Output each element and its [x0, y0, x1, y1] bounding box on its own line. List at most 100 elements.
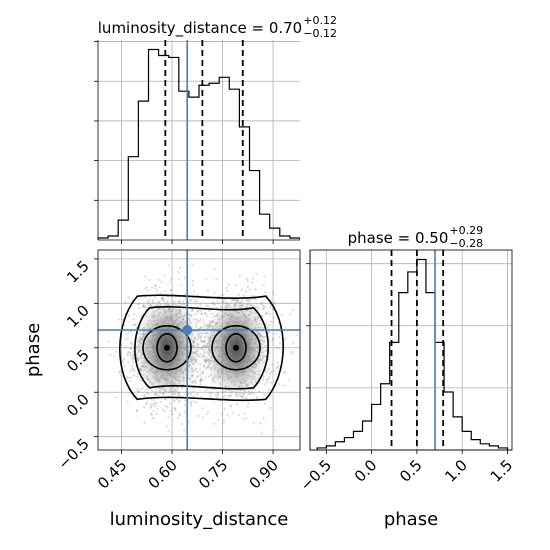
scatter-point: [139, 369, 142, 372]
scatter-point: [154, 405, 157, 408]
x-axis-label: luminosity_distance: [110, 509, 289, 530]
scatter-point: [191, 279, 194, 283]
scatter-point: [159, 400, 163, 403]
scatter-point: [208, 349, 211, 352]
scatter-point: [211, 380, 214, 383]
scatter-point: [192, 340, 195, 343]
scatter-point: [126, 337, 129, 340]
scatter-point: [132, 345, 135, 348]
scatter-point: [243, 412, 246, 415]
scatter-point: [144, 403, 147, 406]
scatter-point: [146, 391, 149, 394]
scatter-point: [260, 432, 263, 435]
scatter-point: [208, 326, 211, 329]
scatter-point: [187, 313, 190, 316]
scatter-point: [167, 391, 171, 394]
scatter-point: [191, 375, 194, 378]
scatter-point: [175, 390, 178, 393]
scatter-point: [194, 351, 197, 354]
title-param: phase: [348, 229, 393, 247]
scatter-point: [262, 307, 265, 310]
scatter-point: [277, 365, 280, 368]
scatter-point: [268, 372, 272, 375]
scatter-point: [205, 345, 208, 348]
scatter-point: [204, 324, 207, 328]
scatter-point: [189, 402, 192, 406]
scatter-point: [199, 317, 202, 320]
contours: [119, 294, 285, 402]
scatter-point: [144, 306, 147, 309]
scatter-point: [147, 378, 150, 381]
scatter-point: [146, 376, 149, 379]
scatter-point: [257, 377, 260, 380]
scatter-point: [107, 340, 110, 343]
scatter-point: [199, 378, 202, 381]
scatter-point: [195, 358, 198, 361]
scatter-point: [208, 358, 211, 361]
scatter-point: [151, 301, 154, 304]
scatter-point: [272, 316, 275, 319]
scatter-point: [156, 457, 158, 459]
scatter-point: [205, 304, 208, 307]
scatter-point: [267, 376, 270, 379]
scatter-point: [253, 295, 256, 298]
scatter-point: [157, 301, 160, 304]
scatter-point: [155, 412, 158, 415]
scatter-point: [126, 354, 129, 357]
scatter-point: [177, 278, 180, 281]
scatter-point: [248, 298, 251, 301]
scatter-point: [204, 376, 207, 379]
scatter-point: [146, 392, 149, 395]
scatter-point: [171, 413, 174, 416]
scatter-point: [251, 312, 254, 315]
scatter-point: [193, 336, 197, 339]
scatter-point: [200, 356, 203, 359]
scatter-point: [225, 301, 228, 304]
scatter-point: [200, 310, 203, 313]
scatter-point: [178, 400, 181, 404]
scatter-point: [140, 362, 143, 365]
scatter-point: [190, 401, 193, 404]
scatter-point: [139, 388, 142, 391]
scatter-point: [142, 305, 145, 308]
scatter-point: [190, 370, 194, 373]
scatter-point: [216, 392, 219, 395]
scatter-point: [195, 401, 198, 405]
scatter-point: [208, 344, 211, 348]
scatter-point: [117, 318, 120, 321]
scatter-point: [291, 350, 294, 353]
scatter-point: [235, 392, 238, 395]
scatter-point: [256, 317, 259, 320]
scatter-point: [228, 394, 231, 397]
scatter-point: [229, 394, 233, 398]
scatter-point: [132, 353, 135, 356]
scatter-point: [196, 338, 199, 341]
scatter-point: [137, 390, 140, 393]
scatter-point: [151, 299, 154, 302]
scatter-point: [159, 304, 162, 307]
scatter-point: [268, 323, 271, 327]
scatter-point: [154, 284, 157, 287]
scatter-point: [212, 320, 215, 323]
scatter-point: [250, 391, 253, 394]
scatter-point: [128, 380, 131, 383]
scatter-point: [270, 320, 273, 323]
scatter-point: [166, 300, 169, 303]
scatter-point: [203, 339, 206, 343]
scatter-point: [216, 313, 219, 316]
scatter-point: [166, 406, 169, 409]
scatter-point: [174, 407, 177, 410]
scatter-point: [208, 375, 211, 378]
scatter-point: [209, 368, 213, 371]
scatter-point: [265, 371, 268, 374]
scatter-point: [195, 322, 198, 325]
scatter-point: [202, 318, 205, 322]
scatter-point: [203, 344, 206, 348]
scatter-point: [141, 364, 144, 368]
scatter-point: [162, 299, 165, 302]
scatter-point: [203, 358, 206, 361]
scatter-point: [150, 413, 153, 416]
scatter-point: [138, 307, 141, 310]
y-tick-label: 0.5: [63, 346, 93, 376]
scatter-point: [174, 388, 177, 391]
